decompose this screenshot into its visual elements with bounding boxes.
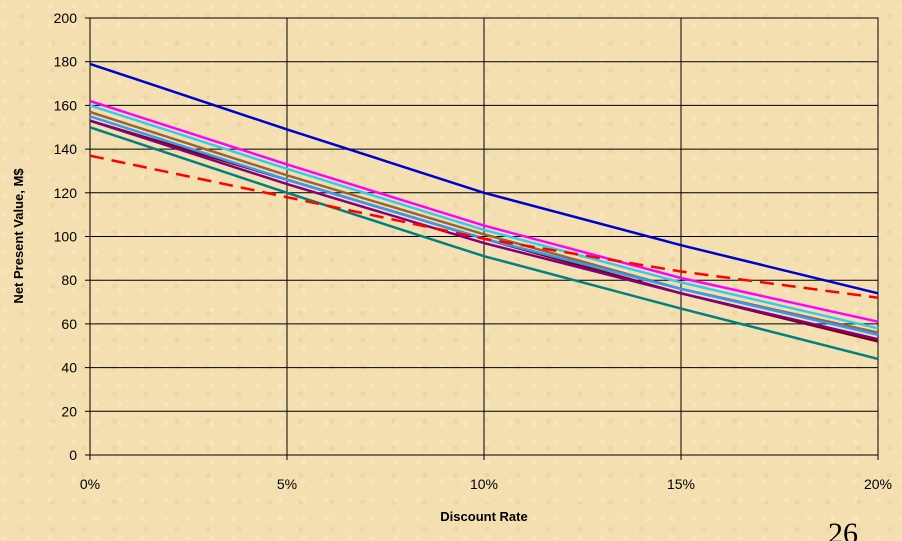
y-tick-label: 0 <box>69 447 77 463</box>
series-line-9 <box>89 154 879 299</box>
series-lines <box>89 62 879 361</box>
x-tick-label: 0% <box>80 476 100 492</box>
y-tick-label: 40 <box>61 360 77 376</box>
series-line-3 <box>89 104 879 330</box>
page-number: 26 <box>828 519 858 541</box>
y-tick-label: 20 <box>61 403 77 419</box>
x-tick-label: 10% <box>470 476 498 492</box>
tick-labels: 0 20 40 60 80 100 120 140 160 180 200 0% 5% 10% 15% 20% <box>54 10 892 492</box>
y-tick-label: 120 <box>54 185 78 201</box>
series-line-2 <box>89 99 879 323</box>
y-tick-label: 100 <box>54 229 78 245</box>
x-tick-label: 20% <box>864 476 892 492</box>
y-tick-label: 60 <box>61 316 77 332</box>
x-tick-label: 15% <box>667 476 695 492</box>
series-line-1 <box>89 62 879 295</box>
x-tick-label: 5% <box>277 476 297 492</box>
y-axis-title: Net Present Value, M$ <box>11 168 26 304</box>
y-tick-label: 180 <box>54 54 78 70</box>
npv-chart: 0 20 40 60 80 100 120 140 160 180 200 0% 5% 10% 15% 20%… <box>11 10 892 524</box>
y-tick-label: 140 <box>54 141 78 157</box>
y-tick-label: 200 <box>54 10 78 26</box>
y-tick-label: 80 <box>61 272 77 288</box>
series-line-8 <box>89 126 879 361</box>
y-tick-label: 160 <box>54 97 78 113</box>
x-axis-title: Discount Rate <box>440 509 527 524</box>
series-line-6 <box>89 119 879 341</box>
